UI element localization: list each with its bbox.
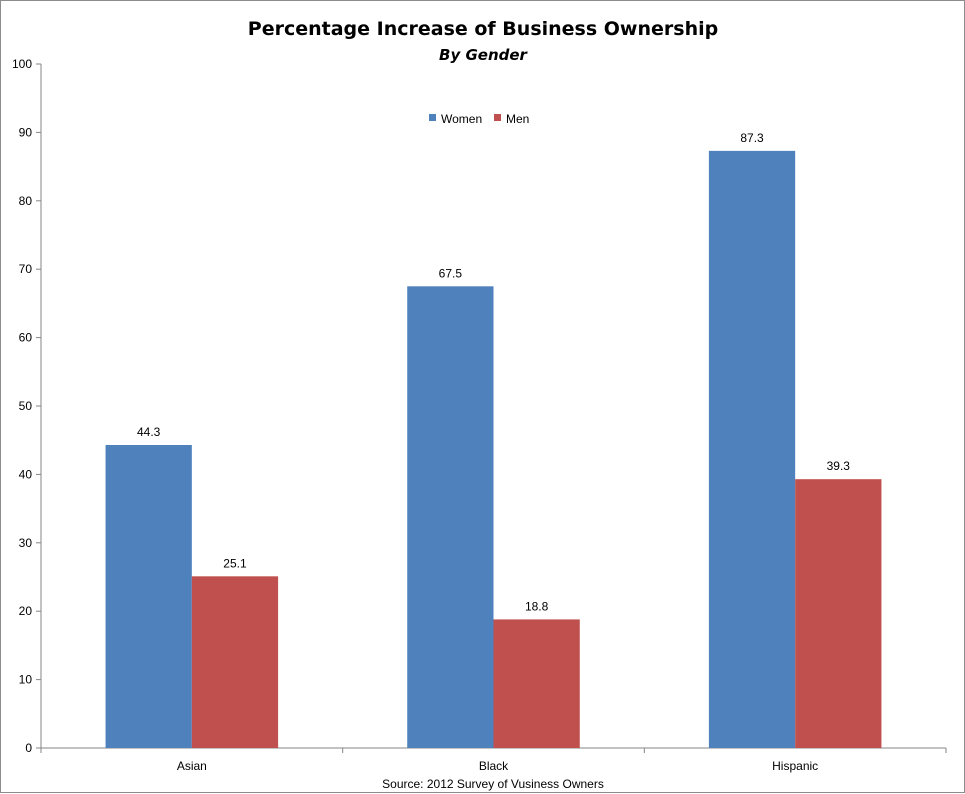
data-labels-group: 44.3 25.1 67.5 18.8 87.3 39.3: [137, 131, 850, 614]
y-tick-label: 100: [12, 57, 32, 71]
data-label: 25.1: [223, 556, 247, 570]
y-axis: 0 10 20 30 40 50 60 70 80 90 100: [12, 57, 42, 755]
data-label: 44.3: [137, 425, 161, 439]
y-tick-label: 90: [19, 125, 33, 139]
data-label: 67.5: [439, 266, 463, 280]
source-note: Source: 2012 Survey of Vusiness Owners: [382, 777, 604, 791]
y-tick-label: 40: [19, 467, 33, 481]
data-label: 39.3: [827, 459, 851, 473]
data-label: 18.8: [525, 599, 549, 613]
legend-label-women: Women: [441, 112, 482, 126]
data-label: 87.3: [740, 131, 764, 145]
bar-women-asian: [105, 444, 192, 748]
legend-swatch-men: [494, 114, 501, 121]
y-tick-label: 20: [19, 604, 33, 618]
y-tick-label: 60: [19, 331, 33, 345]
x-axis: Asian Black Hispanic: [40, 747, 947, 773]
chart-title: Percentage Increase of Business Ownershi…: [248, 18, 718, 40]
legend-swatch-women: [429, 114, 436, 121]
x-tick-label: Hispanic: [772, 759, 818, 773]
y-tick-label: 80: [19, 194, 33, 208]
y-tick-label: 0: [25, 741, 32, 755]
legend: Women Men: [429, 112, 529, 126]
x-tick-label: Asian: [177, 759, 207, 773]
y-tick-label: 30: [19, 536, 33, 550]
bar-women-black: [407, 286, 494, 748]
bar-men-asian: [191, 576, 279, 748]
y-tick-label: 70: [19, 262, 33, 276]
bar-men-hispanic: [795, 479, 882, 748]
bar-men-black: [493, 619, 580, 748]
bar-women-hispanic: [708, 150, 796, 749]
legend-label-men: Men: [506, 112, 529, 126]
y-tick-label: 10: [19, 673, 33, 687]
y-tick-label: 50: [19, 399, 33, 413]
chart-subtitle: By Gender: [439, 46, 529, 64]
x-tick-label: Black: [479, 759, 509, 773]
bars-group: [105, 150, 882, 749]
